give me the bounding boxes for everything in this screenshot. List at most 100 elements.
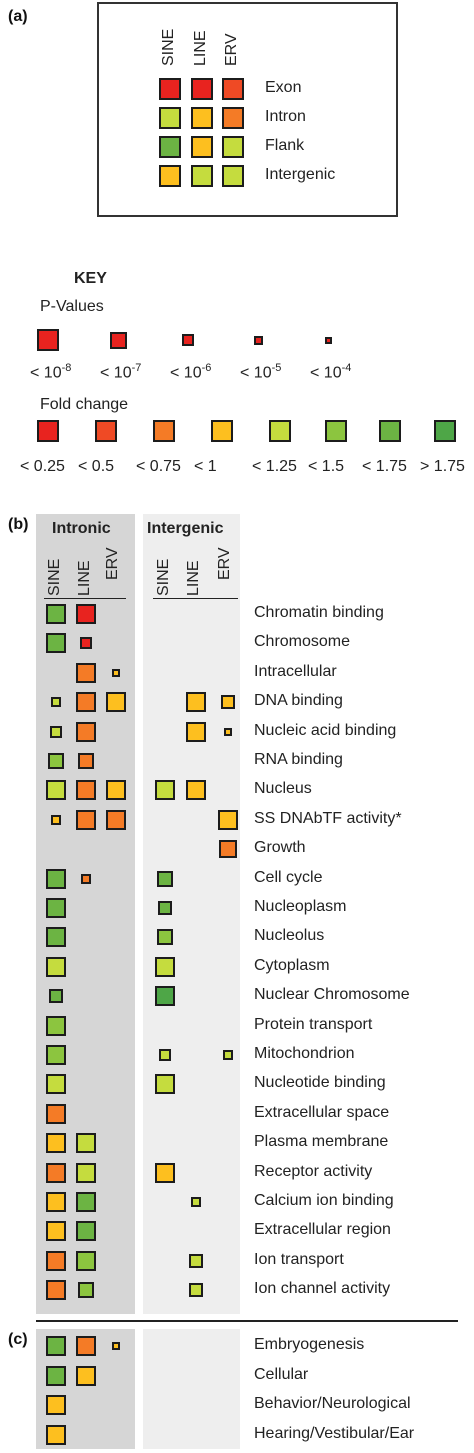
go-term-cell [112,668,120,677]
legend-swatch [191,165,213,187]
legend-column-line: LINE [192,30,209,66]
go-term-label: Ion transport [254,1250,344,1268]
go-term-label: Plasma membrane [254,1133,389,1151]
go-term-cell [159,1049,171,1061]
go-term-cell [223,1050,233,1060]
column-header-erv: ERV [104,547,121,580]
panel-b-label: (b) [8,516,29,533]
column-header-sine: SINE [46,558,63,596]
fold-change-label: < 0.5 [78,458,115,475]
fold-change-swatch [211,420,233,442]
go-term-label: Intracellular [254,662,337,680]
phenotype-cell [76,1336,96,1356]
go-term-cell [46,604,66,624]
fold-change-swatch [269,420,291,442]
pvalue-size-swatch [324,336,332,344]
pvalue-exponent: -4 [341,362,352,374]
pvalue-exponent: -5 [271,362,282,374]
go-term-cell [155,1074,175,1095]
go-term-cell [46,1192,66,1212]
panel-c-label: (c) [8,1331,28,1348]
pvalue-size-swatch [109,331,127,349]
legend-row-label: Intergenic [265,166,336,183]
go-term-label: Calcium ion binding [254,1192,394,1209]
go-term-label: Ion channel activity [254,1280,391,1298]
go-term-label: Nucleic acid binding [254,721,397,739]
phenotype-cell [112,1342,120,1350]
go-term-label: Extracellular region [254,1221,391,1239]
fold-change-swatch [95,420,117,442]
panel-c-intergenic-background [143,1329,240,1449]
legend-swatch [159,107,181,129]
panel-a-legend-box [97,2,398,217]
pvalue-size-swatch [37,329,59,351]
pvalue-size-swatch [182,334,194,346]
phenotype-cell [76,1365,96,1386]
go-term-cell [221,695,235,710]
phenotype-cell [46,1395,66,1415]
fold-change-label: < 1 [194,458,217,475]
go-term-cell [78,753,94,769]
go-term-cell [76,1221,96,1242]
go-term-cell [81,873,91,884]
phenotype-label: Behavior/Neurological [254,1395,411,1412]
pvalue-size-swatch [253,335,263,345]
go-term-label: Growth [254,839,306,857]
go-term-cell [155,956,175,977]
phenotype-cell [46,1336,66,1356]
pvalue-threshold-label: < 10-6 [170,362,211,382]
go-term-label: SS DNAbTF activity* [254,809,402,827]
go-term-cell [76,692,96,713]
legend-row-label: Exon [265,79,302,96]
go-term-cell [186,692,206,713]
legend-swatch [222,78,244,100]
go-term-cell [219,840,237,859]
go-term-cell [76,1192,96,1212]
legend-swatch [159,78,181,100]
fold-change-label: < 1.75 [362,458,407,475]
go-term-label: Cell cycle [254,868,323,886]
go-term-cell [49,989,63,1004]
column-header-underline [44,598,126,599]
pvalues-title: P-Values [40,298,104,315]
go-term-cell [76,1162,96,1183]
legend-swatch [222,136,244,158]
go-term-cell [46,868,66,889]
fold-change-label: < 1.25 [252,458,297,475]
go-term-label: Nuclear Chromosome [254,986,410,1004]
go-term-label: Nucleolus [254,927,325,945]
fold-change-label: > 1.75 [420,458,465,475]
go-term-label: Chromosome [254,633,351,651]
go-term-cell [157,870,173,887]
go-term-cell [155,986,175,1007]
go-term-cell [46,1015,66,1036]
phenotype-cell [46,1365,66,1386]
go-term-cell [76,662,96,683]
go-term-cell [106,780,126,801]
go-term-label: DNA binding [254,692,343,710]
go-term-label: Protein transport [254,1015,373,1033]
legend-row-label: Intron [265,108,306,125]
legend-swatch [159,165,181,187]
go-term-cell [76,1250,96,1271]
go-term-cell [76,1133,96,1154]
go-term-cell [46,780,66,801]
go-term-label: Nucleotide binding [254,1074,386,1092]
intronic-header: Intronic [52,520,111,537]
column-header-line: LINE [76,560,93,596]
go-term-cell [218,809,238,830]
panel-a-label: (a) [8,8,28,25]
go-term-cell [46,633,66,654]
go-term-cell [224,727,232,736]
pvalue-base: < 10 [170,364,202,382]
column-header-erv: ERV [216,547,233,580]
pvalue-exponent: -7 [131,362,142,374]
go-term-cell [46,1133,66,1154]
go-term-label: Nucleus [254,780,312,798]
fold-change-label: < 0.25 [20,458,65,475]
go-term-cell [191,1197,201,1207]
pvalue-base: < 10 [310,364,342,382]
column-header-line: LINE [185,560,202,596]
go-term-label: Nucleoplasm [254,898,347,915]
go-term-cell [186,780,206,801]
